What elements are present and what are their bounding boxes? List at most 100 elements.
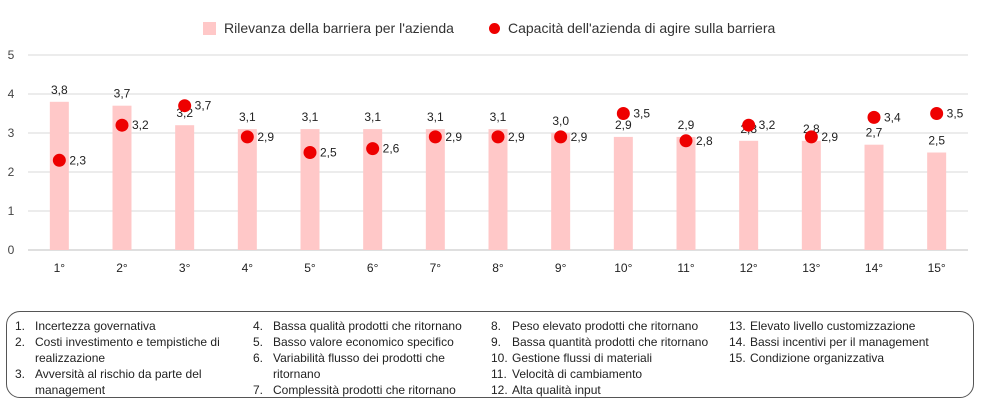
barrier-description: Incertezza governativa bbox=[35, 319, 156, 333]
dot-data-label: 2,8 bbox=[696, 134, 713, 148]
barrier-list-item: 14. Bassi incentivi per il management bbox=[729, 334, 965, 350]
bar bbox=[49, 101, 69, 250]
barrier-legend-box: 1. Incertezza governativa 2. Costi investim… bbox=[6, 311, 974, 398]
bar bbox=[237, 129, 257, 250]
x-tick-label: 14° bbox=[865, 261, 883, 275]
x-tick-label: 8° bbox=[492, 261, 504, 275]
barrier-list-item: 6. Variabilità flusso dei prodotti che ri… bbox=[253, 350, 481, 382]
dot-data-label: 3,2 bbox=[132, 118, 149, 132]
dot-point bbox=[428, 130, 442, 144]
x-tick-label: 6° bbox=[367, 261, 379, 275]
y-tick-label: 1 bbox=[8, 204, 15, 218]
barrier-number: 9. bbox=[491, 335, 502, 349]
dot-point bbox=[52, 153, 66, 167]
barrier-number: 12. bbox=[491, 383, 508, 397]
barrier-description: Peso elevato prodotti che ritornano bbox=[512, 319, 699, 333]
legend-dot-label: Capacità dell'azienda di agire sulla bar… bbox=[508, 20, 776, 36]
x-axis-ticks: 1° 2° 3° 4° 5° 6° 7° 8° 9° 10° 11° 12° 13° 14° 15° bbox=[54, 261, 946, 275]
x-tick-label: 9° bbox=[555, 261, 567, 275]
legend-bar-swatch bbox=[203, 21, 216, 35]
barrier-list-item: 4. Bassa qualità prodotti che ritornano bbox=[253, 318, 481, 334]
barrier-number: 1. bbox=[15, 319, 26, 333]
x-tick-label: 15° bbox=[928, 261, 946, 275]
bar bbox=[927, 152, 947, 250]
barrier-list-item: 12. Alta qualità input bbox=[491, 382, 723, 398]
x-tick-label: 12° bbox=[740, 261, 758, 275]
dot-data-label: 3,2 bbox=[759, 118, 776, 132]
dot-point bbox=[616, 107, 630, 120]
dot-series bbox=[52, 99, 944, 167]
barrier-list-column-3: 8. Peso elevato prodotti che ritornano 9. B… bbox=[491, 318, 723, 398]
barrier-list-column-4: 13. Elevato livello customizzazione 14. Bas… bbox=[729, 318, 965, 366]
barrier-number: 7. bbox=[253, 383, 264, 397]
x-tick-label: 10° bbox=[614, 261, 632, 275]
barrier-list-item: 15. Condizione organizzativa bbox=[729, 350, 965, 366]
barrier-description: Costi investimento e tempistiche di real… bbox=[35, 335, 220, 365]
barrier-description: Elevato livello customizzazione bbox=[750, 319, 916, 333]
bar bbox=[739, 140, 759, 250]
dot-point bbox=[240, 130, 254, 144]
bar bbox=[801, 140, 821, 250]
barrier-number: 2. bbox=[15, 335, 26, 349]
barrier-number: 8. bbox=[491, 319, 502, 333]
barrier-list-column-1: 1. Incertezza governativa 2. Costi investim… bbox=[15, 318, 243, 398]
x-tick-label: 11° bbox=[677, 261, 694, 275]
bar-data-labels: 3,83,73,23,13,13,13,13,13,02,92,92,82,82… bbox=[51, 83, 945, 148]
barrier-description: Complessità prodotti che ritornano bbox=[273, 383, 456, 397]
dot-data-label: 3,5 bbox=[633, 107, 650, 121]
barrier-description: Bassi incentivi per il management bbox=[750, 335, 929, 349]
dot-point bbox=[491, 130, 505, 144]
dot-point bbox=[554, 130, 568, 144]
legend-bar-label: Rilevanza della barriera per l'azienda bbox=[224, 20, 454, 36]
bar-data-label: 2,5 bbox=[928, 134, 945, 148]
barrier-number: 14. bbox=[729, 335, 746, 349]
barrier-list-item: 10. Gestione flussi di materiali bbox=[491, 350, 723, 366]
x-tick-label: 5° bbox=[304, 261, 316, 275]
barrier-list-item: 11. Velocità di cambiamento bbox=[491, 366, 723, 382]
barrier-number: 5. bbox=[253, 335, 264, 349]
y-axis-ticks: 0 1 2 3 4 5 bbox=[8, 48, 15, 257]
x-tick-label: 4° bbox=[242, 261, 254, 275]
y-tick-label: 3 bbox=[8, 126, 15, 140]
legend-item-bar: Rilevanza della barriera per l'azienda bbox=[203, 20, 454, 36]
bar-data-label: 3,8 bbox=[51, 83, 68, 97]
barrier-description: Gestione flussi di materiali bbox=[512, 351, 653, 365]
legend-item-dot: Capacità dell'azienda di agire sulla bar… bbox=[489, 20, 775, 36]
barrier-list-item: 9. Bassa quantità prodotti che ritornano bbox=[491, 334, 723, 350]
dot-data-label: 2,9 bbox=[571, 130, 588, 144]
dot-point bbox=[867, 110, 881, 124]
dot-data-label: 2,5 bbox=[320, 146, 337, 160]
dot-point bbox=[115, 118, 129, 132]
dot-point bbox=[804, 130, 818, 144]
y-tick-label: 2 bbox=[8, 165, 15, 179]
barrier-description: Avversità al rischio da parte del manage… bbox=[35, 367, 202, 397]
bar bbox=[425, 129, 445, 250]
bar bbox=[864, 144, 884, 250]
bar-data-label: 3,1 bbox=[302, 110, 319, 124]
barrier-description: Alta qualità input bbox=[512, 383, 601, 397]
x-tick-label: 7° bbox=[430, 261, 442, 275]
barrier-list-item: 3. Avversità al rischio da parte del mana… bbox=[15, 366, 243, 398]
dot-data-label: 3,4 bbox=[884, 110, 901, 124]
barrier-description: Bassa quantità prodotti che ritornano bbox=[512, 335, 709, 349]
y-tick-label: 0 bbox=[8, 243, 15, 257]
bar bbox=[488, 129, 508, 250]
bar-series bbox=[49, 101, 947, 250]
bar-data-label: 3,1 bbox=[427, 110, 444, 124]
bar-data-label: 2,7 bbox=[866, 126, 883, 140]
barrier-list-column-2: 4. Bassa qualità prodotti che ritornano 5.… bbox=[253, 318, 481, 398]
bar-data-label: 3,1 bbox=[490, 110, 507, 124]
dot-point bbox=[366, 142, 380, 156]
y-tick-label: 5 bbox=[8, 48, 15, 62]
chart-legend: Rilevanza della barriera per l'azienda C… bbox=[0, 20, 1002, 42]
dot-data-labels: 2,33,23,72,92,5 2,62,9 2,9 2,93,52,83,22,93… bbox=[69, 99, 963, 168]
bar bbox=[175, 125, 195, 250]
y-tick-label: 4 bbox=[8, 87, 15, 101]
barrier-number: 4. bbox=[253, 319, 264, 333]
bar bbox=[613, 136, 633, 250]
barrier-list-item: 5. Basso valore economico specifico bbox=[253, 334, 481, 350]
dot-data-label: 3,5 bbox=[947, 107, 964, 121]
bar-data-label: 2,9 bbox=[615, 118, 632, 132]
dot-data-label: 2,3 bbox=[69, 153, 86, 167]
